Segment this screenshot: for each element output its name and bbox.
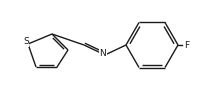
Text: S: S <box>23 38 29 47</box>
Text: F: F <box>184 40 189 49</box>
Text: N: N <box>100 48 106 58</box>
